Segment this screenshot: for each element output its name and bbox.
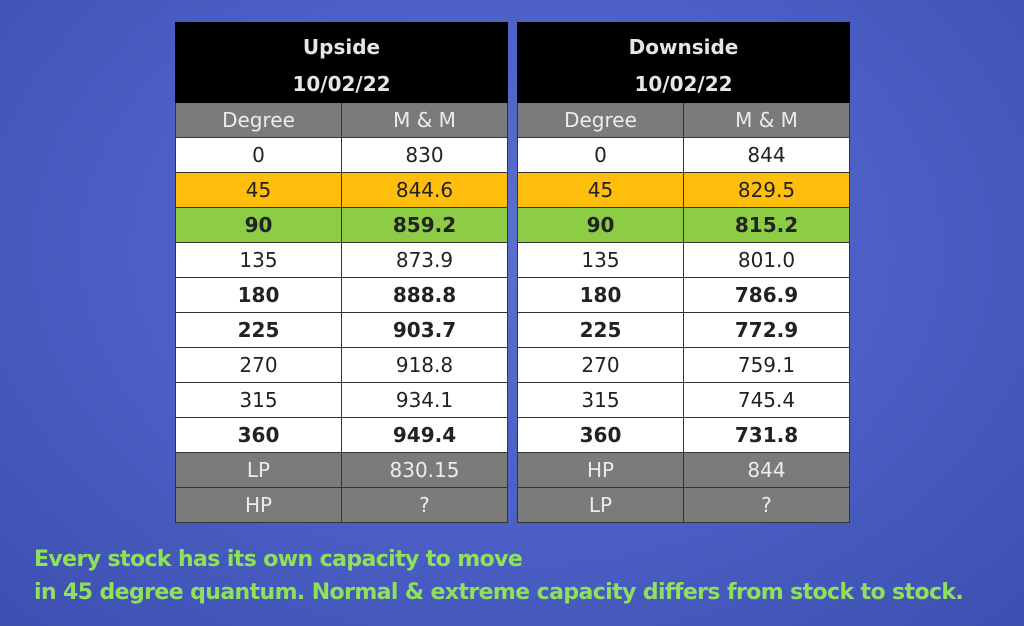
table-row: 135 801.0 bbox=[517, 242, 851, 278]
table-date: 10/02/22 bbox=[517, 65, 850, 103]
footer-value: ? bbox=[682, 487, 851, 523]
degree-cell: 270 bbox=[517, 347, 684, 383]
footer-value: 844 bbox=[682, 452, 851, 488]
table-row: 270 918.8 bbox=[175, 347, 509, 383]
table-title: Upside bbox=[175, 22, 508, 66]
degree-cell: 360 bbox=[175, 417, 342, 453]
table-row: 225 772.9 bbox=[517, 312, 851, 348]
footer-value: 830.15 bbox=[340, 452, 509, 488]
footer-label: HP bbox=[175, 487, 342, 523]
degree-cell: 90 bbox=[175, 207, 342, 243]
price-cell: 830 bbox=[340, 137, 509, 173]
degree-cell: 0 bbox=[517, 137, 684, 173]
degree-cell: 225 bbox=[175, 312, 342, 348]
footer-row: HP 844 bbox=[517, 452, 851, 488]
degree-cell: 315 bbox=[517, 382, 684, 418]
table-date: 10/02/22 bbox=[175, 65, 508, 103]
footer-label: HP bbox=[517, 452, 684, 488]
column-header: M & M bbox=[340, 102, 509, 138]
price-cell: 745.4 bbox=[682, 382, 851, 418]
date-row: 10/02/22 bbox=[517, 65, 850, 103]
table-row: 315 934.1 bbox=[175, 382, 509, 418]
footer-value: ? bbox=[340, 487, 509, 523]
degree-cell: 225 bbox=[517, 312, 684, 348]
degree-cell: 180 bbox=[175, 277, 342, 313]
table-row: 45 844.6 bbox=[175, 172, 509, 208]
table-row: 225 903.7 bbox=[175, 312, 509, 348]
price-cell: 772.9 bbox=[682, 312, 851, 348]
price-cell: 759.1 bbox=[682, 347, 851, 383]
column-header-row: Degree M & M bbox=[517, 102, 851, 138]
column-header: Degree bbox=[517, 102, 684, 138]
footer-row: LP? bbox=[517, 487, 851, 523]
table-row: 315 745.4 bbox=[517, 382, 851, 418]
degree-cell: 180 bbox=[517, 277, 684, 313]
table-row: 45 829.5 bbox=[517, 172, 851, 208]
degree-cell: 90 bbox=[517, 207, 684, 243]
price-cell: 888.8 bbox=[340, 277, 509, 313]
title-row: Upside bbox=[175, 22, 508, 66]
degree-cell: 360 bbox=[517, 417, 684, 453]
price-cell: 859.2 bbox=[340, 207, 509, 243]
footer-row: HP? bbox=[175, 487, 509, 523]
price-cell: 934.1 bbox=[340, 382, 509, 418]
column-header: Degree bbox=[175, 102, 342, 138]
degree-cell: 135 bbox=[175, 242, 342, 278]
title-row: Downside bbox=[517, 22, 850, 66]
column-header-row: Degree M & M bbox=[175, 102, 509, 138]
degree-cell: 45 bbox=[175, 172, 342, 208]
table-row: 360 949.4 bbox=[175, 417, 509, 453]
column-header: M & M bbox=[682, 102, 851, 138]
price-cell: 903.7 bbox=[340, 312, 509, 348]
caption-line: Every stock has its own capacity to move bbox=[34, 547, 523, 572]
table-title: Downside bbox=[517, 22, 850, 66]
price-cell: 918.8 bbox=[340, 347, 509, 383]
price-cell: 731.8 bbox=[682, 417, 851, 453]
table-row: 90 815.2 bbox=[517, 207, 851, 243]
table-row: 360 731.8 bbox=[517, 417, 851, 453]
footer-label: LP bbox=[517, 487, 684, 523]
caption-line: in 45 degree quantum. Normal & extreme c… bbox=[34, 580, 964, 605]
date-row: 10/02/22 bbox=[175, 65, 508, 103]
table-row: 0 844 bbox=[517, 137, 851, 173]
price-cell: 844.6 bbox=[340, 172, 509, 208]
degree-cell: 135 bbox=[517, 242, 684, 278]
footer-label: LP bbox=[175, 452, 342, 488]
price-cell: 815.2 bbox=[682, 207, 851, 243]
table-row: 135 873.9 bbox=[175, 242, 509, 278]
table-row: 270 759.1 bbox=[517, 347, 851, 383]
upside-table: Upside 10/02/22 Degree M & M 0 830 45 844.6… bbox=[175, 22, 509, 523]
downside-table: Downside 10/02/22 Degree M & M 0 844 45 829… bbox=[517, 22, 851, 523]
footer-row: LP 830.15 bbox=[175, 452, 509, 488]
table-row: 180 888.8 bbox=[175, 277, 509, 313]
table-row: 90 859.2 bbox=[175, 207, 509, 243]
price-cell: 873.9 bbox=[340, 242, 509, 278]
degree-cell: 270 bbox=[175, 347, 342, 383]
caption-text: Every stock has its own capacity to move… bbox=[34, 543, 964, 609]
price-cell: 844 bbox=[682, 137, 851, 173]
degree-cell: 45 bbox=[517, 172, 684, 208]
table-row: 0 830 bbox=[175, 137, 509, 173]
price-cell: 801.0 bbox=[682, 242, 851, 278]
price-cell: 829.5 bbox=[682, 172, 851, 208]
degree-cell: 315 bbox=[175, 382, 342, 418]
table-row: 180 786.9 bbox=[517, 277, 851, 313]
price-cell: 786.9 bbox=[682, 277, 851, 313]
degree-cell: 0 bbox=[175, 137, 342, 173]
price-cell: 949.4 bbox=[340, 417, 509, 453]
